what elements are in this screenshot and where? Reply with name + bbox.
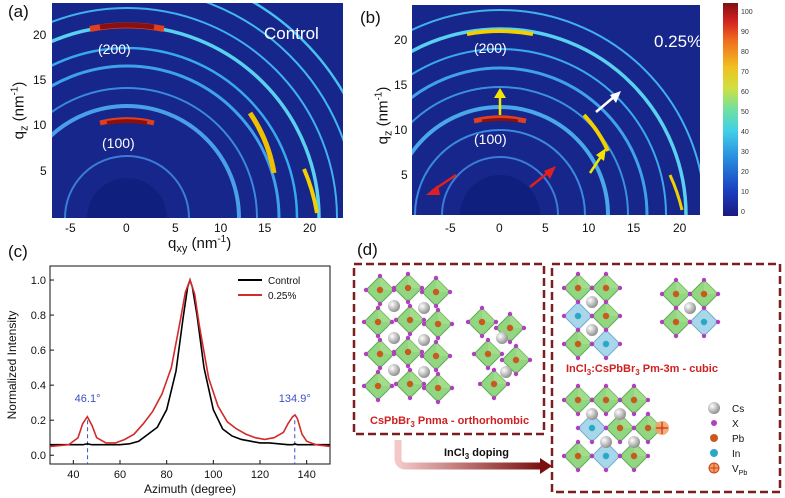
y-tick-label: 0.8 — [31, 310, 46, 322]
panel-a-x-axis-label: qxy (nm-1) — [168, 234, 232, 255]
orthorhombic-caption: CsPbBr3 Pnma - orthorhombic — [370, 415, 529, 429]
plot-frame — [49, 265, 331, 465]
doping-label: InCl3 doping — [444, 447, 509, 461]
panel-a-xtick: -5 — [65, 221, 76, 235]
atom-legend: Cs X Pb In VPb — [708, 402, 747, 477]
legend-label: 0.25% — [268, 291, 296, 302]
panel-d-crystal-structures: CsPbBr3 Pnma - orthorhombic InCl3:CsPbBr… — [352, 262, 782, 494]
panel-a-ytick: 20 — [33, 28, 47, 42]
panel-b-ring-200: (200) — [474, 40, 507, 56]
series-line-0 — [50, 277, 330, 446]
panel-a-xtick: 0 — [123, 221, 130, 235]
panel-b-label: (b) — [360, 8, 381, 27]
colorbar-tick: 30 — [741, 149, 749, 156]
panel-c-line-chart: 40 60 80 100 120 140 0.0 0.2 0.4 0.6 0.8 1.0 Azimuth… — [5, 265, 331, 496]
panel-c-label: (c) — [8, 242, 28, 261]
colorbar-tick: 80 — [741, 49, 749, 56]
colorbar-tick: 70 — [741, 69, 749, 76]
panel-a-ytick: 15 — [33, 73, 47, 87]
peak-annotation: 46.1° — [75, 393, 101, 405]
x-tick-label: 140 — [297, 469, 315, 481]
x-tick-label: 120 — [251, 469, 269, 481]
panel-b-ytick: 10 — [394, 123, 408, 137]
panel-a-y-axis-label: qz (nm-1) — [9, 81, 31, 140]
panel-a-xtick: 15 — [258, 221, 272, 235]
colorbar-tick: 10 — [741, 189, 749, 196]
legend-in: In — [732, 449, 740, 460]
panel-b-ytick: 15 — [394, 78, 408, 92]
y-tick-label: 0.0 — [31, 450, 46, 462]
panel-b-y-axis-label: qz (nm-1) — [373, 86, 395, 145]
panel-a-ytick: 5 — [40, 164, 47, 178]
panel-a-xtick: 5 — [172, 221, 179, 235]
cubic-frame — [550, 262, 782, 494]
panel-b-giwaxs-image: 0.25% (200) (100) — [412, 5, 700, 215]
panel-a-xtick: 10 — [214, 221, 228, 235]
panel-b-condition: 0.25% — [654, 32, 700, 51]
panel-b-xtick: 5 — [542, 221, 549, 235]
y-tick-label: 0.6 — [31, 345, 46, 357]
colorbar-tick: 40 — [741, 129, 749, 136]
panel-b-xtick: 15 — [627, 221, 641, 235]
panel-a-giwaxs-image: Control (200) (100) — [52, 3, 343, 218]
panel-b-ytick: 5 — [401, 168, 408, 182]
colorbar-tick: 100 — [741, 9, 753, 16]
panel-b-xtick: 0 — [496, 221, 503, 235]
colorbar-tick: 50 — [741, 109, 749, 116]
legend-cs: Cs — [732, 404, 744, 415]
x-tick-label: 60 — [114, 469, 126, 481]
panel-d-label: (d) — [357, 240, 378, 259]
colorbar-tick: 0 — [741, 209, 745, 216]
panel-b-xtick: 10 — [582, 221, 596, 235]
y-tick-label: 0.2 — [31, 415, 46, 427]
panel-a-condition: Control — [264, 24, 319, 43]
colorbar-tick: 20 — [741, 169, 749, 176]
colorbar-tick: 90 — [741, 29, 749, 36]
cubic-caption: InCl3:CsPbBr3 Pm-3m - cubic — [566, 363, 718, 377]
panel-a-label: (a) — [8, 2, 29, 21]
panel-b-colorbar-ticks: 100 90 80 70 60 50 40 30 20 10 0 — [741, 9, 761, 218]
panel-b-ring-100: (100) — [474, 131, 507, 147]
x-tick-label: 100 — [204, 469, 222, 481]
series-line-1 — [49, 277, 331, 448]
colorbar-tick: 60 — [741, 89, 749, 96]
panel-b-xtick: 20 — [673, 221, 687, 235]
y-tick-label: 1.0 — [31, 275, 46, 287]
panel-a-ring-200: (200) — [98, 41, 131, 57]
x-axis-label: Azimuth (degree) — [144, 482, 236, 496]
legend-label: Control — [268, 276, 300, 287]
x-tick-label: 80 — [161, 469, 173, 481]
y-axis-label: Normalized Intensity — [5, 311, 19, 420]
panel-b-xtick: -5 — [445, 221, 456, 235]
peak-annotation: 134.9° — [279, 393, 311, 405]
panel-a-ytick: 10 — [33, 118, 47, 132]
x-tick-label: 40 — [67, 469, 79, 481]
y-tick-label: 0.4 — [31, 380, 46, 392]
panel-b-colorbar — [723, 3, 738, 216]
panel-a-ring-100: (100) — [102, 135, 135, 151]
panel-b-ytick: 20 — [394, 33, 408, 47]
panel-a-xtick: 20 — [303, 221, 317, 235]
legend-vpb: VPb — [732, 464, 747, 477]
legend-x: X — [732, 419, 739, 430]
legend-pb: Pb — [732, 434, 745, 445]
